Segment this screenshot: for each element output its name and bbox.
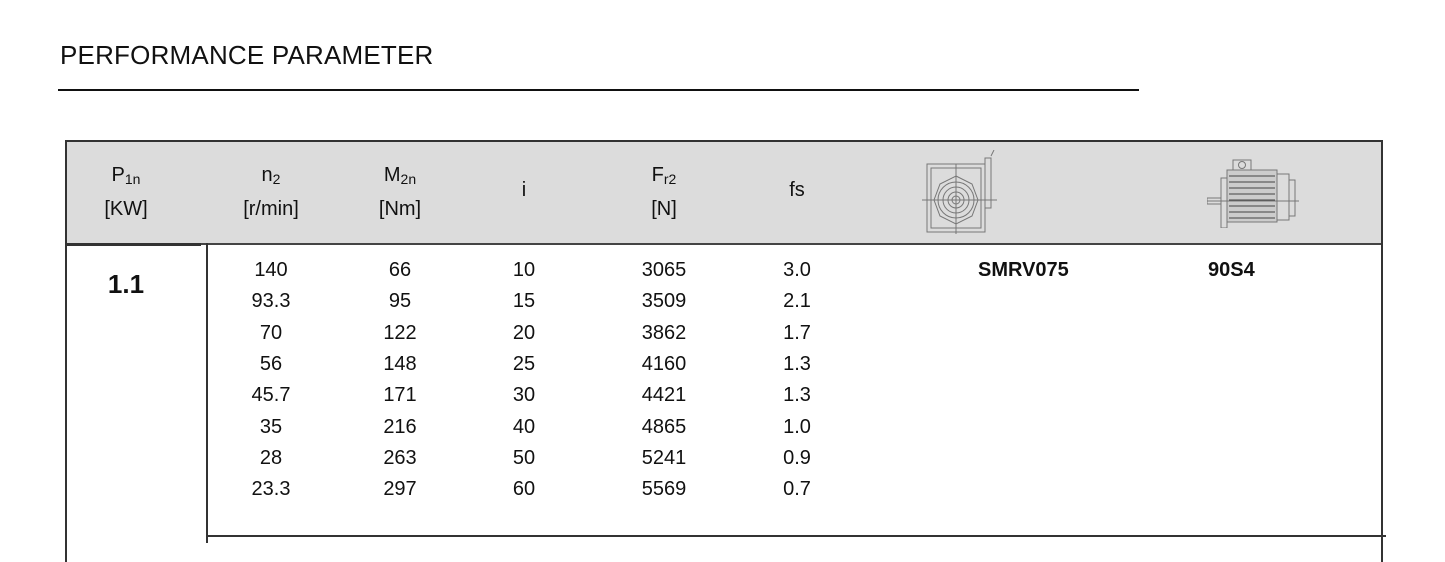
header-n2: n2 [r/min]: [243, 164, 299, 220]
cell-n2: 93.3: [251, 290, 291, 313]
cell-fr2: 3862: [641, 321, 687, 344]
cell-fs: 2.1: [783, 290, 811, 313]
performance-table: P1n [KW] n2 [r/min] M2n [Nm] i Fr2 [N] fs 1.…: [65, 140, 1386, 562]
cell-fs: 1.3: [783, 352, 811, 375]
cell-i: 40: [512, 415, 536, 438]
cell-fs: 0.7: [783, 478, 811, 501]
cell-m2n: 122: [383, 321, 417, 344]
cell-n2: 56: [259, 352, 283, 375]
electric-motor-drawing-icon: [1207, 159, 1299, 228]
cell-i: 25: [512, 352, 536, 375]
page-title: PERFORMANCE PARAMETER: [60, 40, 434, 70]
cell-i: 50: [512, 446, 536, 469]
cell-i: 10: [512, 259, 536, 281]
cell-fr2: 5569: [641, 478, 687, 501]
cell-fs: 1.3: [783, 384, 811, 407]
gearbox-model: SMRV075: [978, 259, 1069, 281]
cell-fr2: 4865: [641, 415, 687, 438]
motor-model: 90S4: [1208, 259, 1255, 281]
cell-fr2: 4421: [641, 384, 687, 407]
cell-m2n: 95: [388, 290, 412, 313]
cell-i: 60: [512, 478, 536, 501]
worm-gearbox-drawing-icon: [922, 150, 997, 234]
header-p1n: P1n [KW]: [104, 164, 148, 220]
cell-i: 30: [512, 384, 536, 407]
cell-n2: 28: [259, 446, 283, 469]
power-value: 1.1: [107, 269, 145, 299]
header-m2n: M2n [Nm]: [378, 164, 422, 220]
divider: [206, 535, 1386, 537]
cell-fr2: 5241: [641, 446, 687, 469]
header-fs: fs: [789, 179, 805, 201]
cell-m2n: 66: [388, 259, 412, 281]
cell-m2n: 297: [383, 478, 417, 501]
cell-i: 20: [512, 321, 536, 344]
cell-n2: 35: [259, 415, 283, 438]
cell-n2: 70: [259, 321, 283, 344]
cell-fr2: 3509: [641, 290, 687, 313]
cell-n2: 23.3: [251, 478, 291, 501]
cell-fr2: 4160: [641, 352, 687, 375]
cell-fs: 0.9: [783, 446, 811, 469]
title-underline: [58, 89, 1139, 91]
table-header: P1n [KW] n2 [r/min] M2n [Nm] i Fr2 [N] fs: [67, 142, 1381, 245]
cell-m2n: 216: [383, 415, 417, 438]
cell-fr2: 3065: [641, 259, 687, 281]
cell-fs: 1.7: [783, 321, 811, 344]
cell-fs: 1.0: [783, 415, 811, 438]
cell-n2: 45.7: [251, 384, 291, 407]
cell-i: 15: [512, 290, 536, 313]
cell-m2n: 263: [383, 446, 417, 469]
cell-m2n: 148: [383, 352, 417, 375]
divider: [206, 243, 208, 543]
cell-m2n: 171: [383, 384, 417, 407]
cell-fs: 3.0: [783, 259, 811, 281]
cell-n2: 140: [254, 259, 288, 281]
divider: [67, 243, 201, 246]
header-i: i: [521, 179, 527, 201]
header-fr2: Fr2 [N]: [651, 164, 677, 220]
